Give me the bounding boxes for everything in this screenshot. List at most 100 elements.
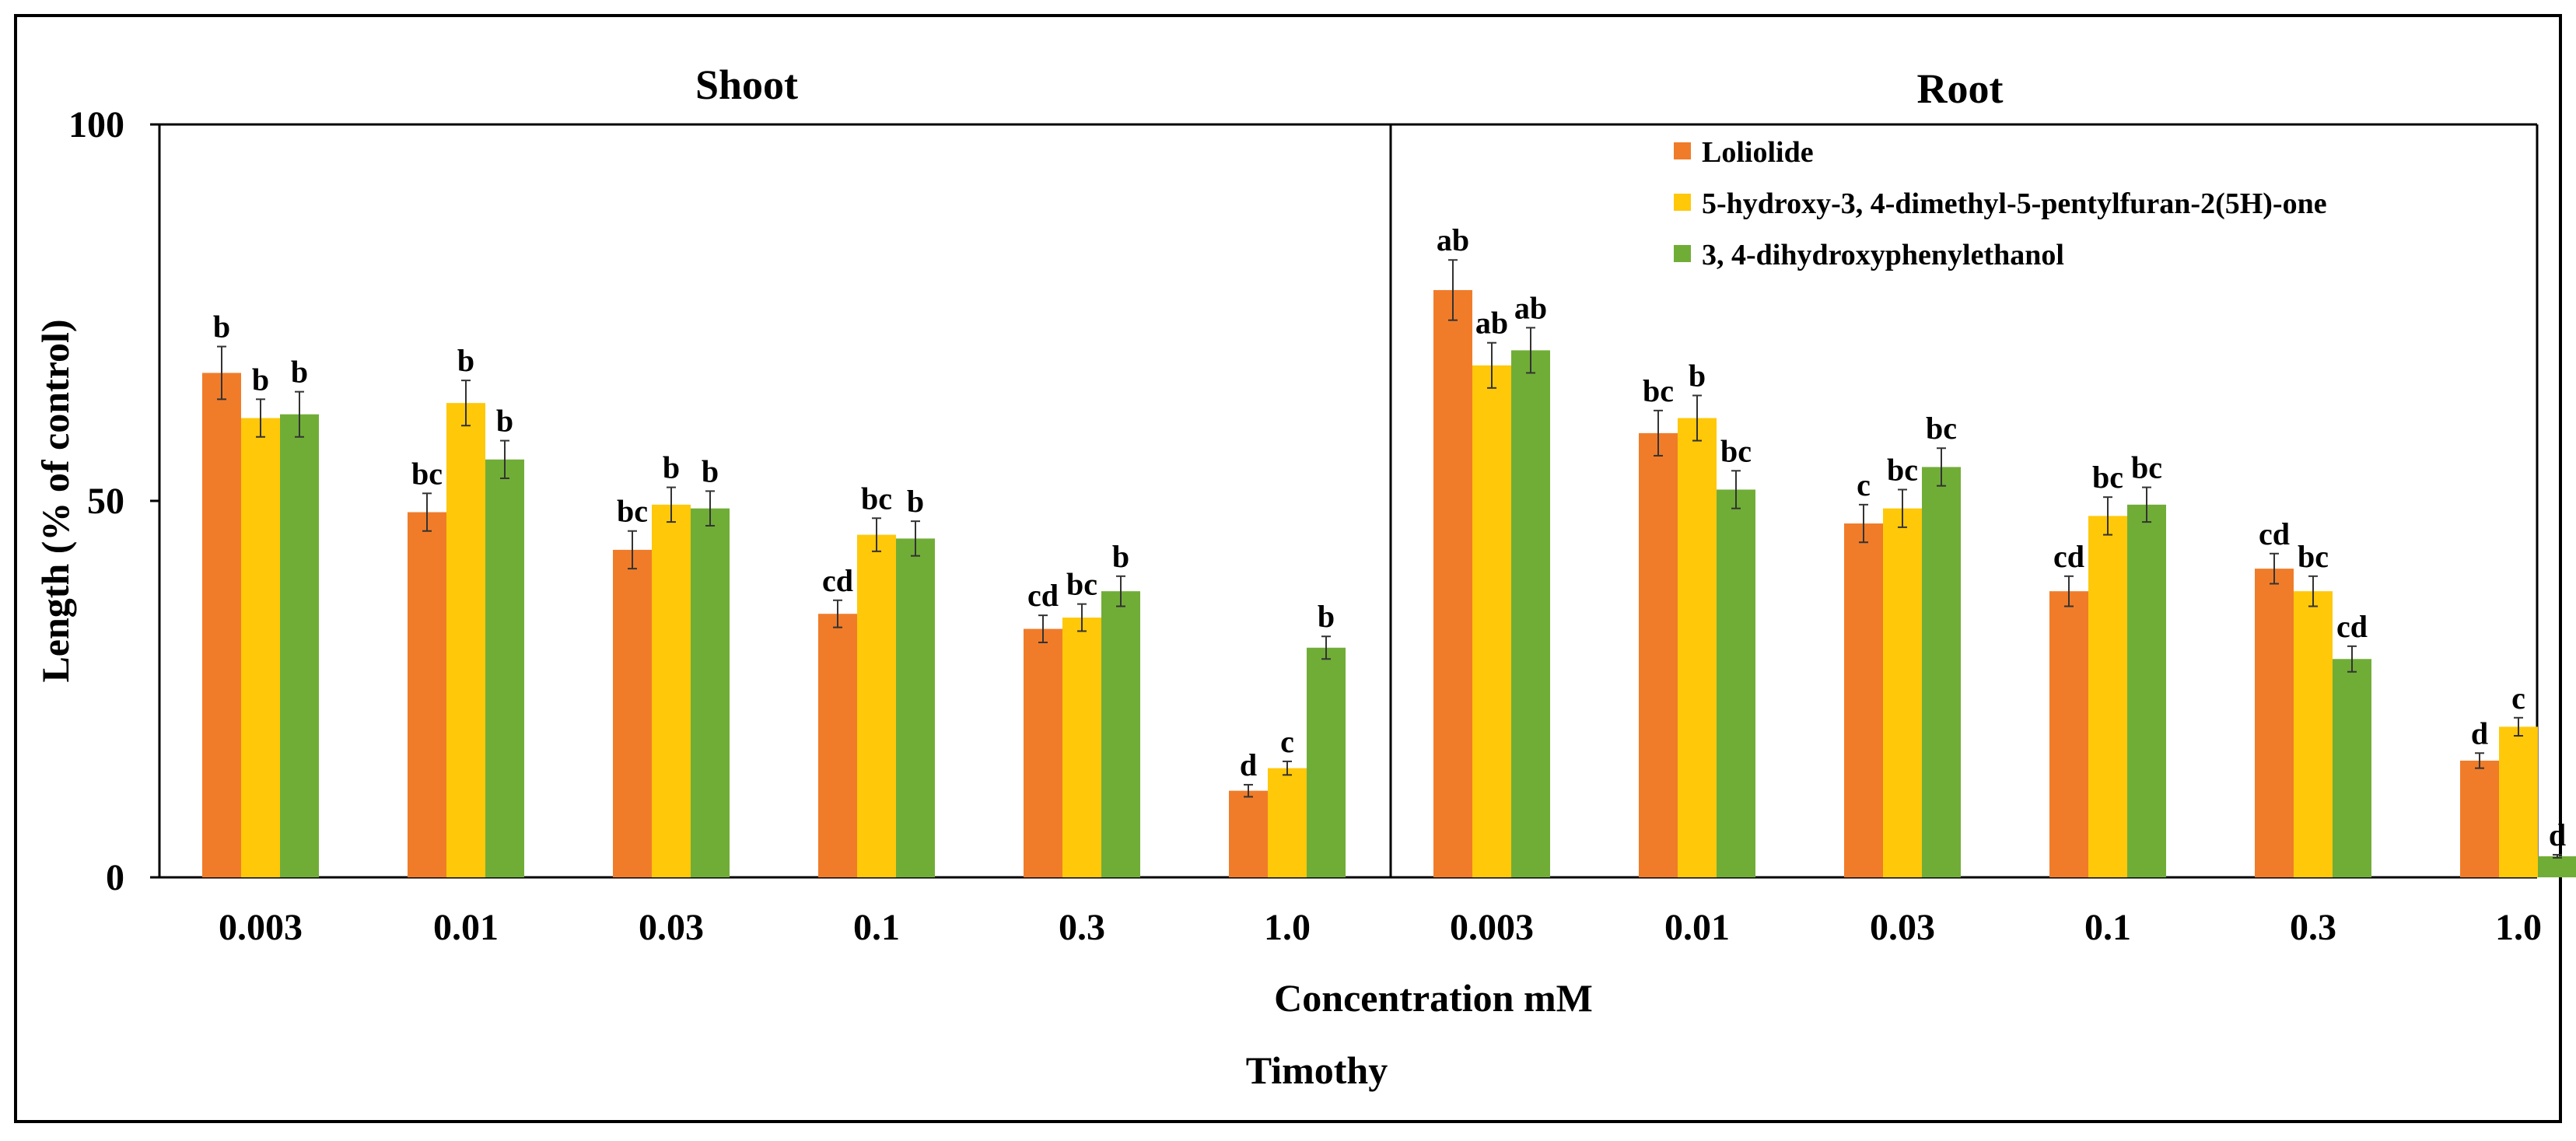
bar-root-phenylethanol-0.003 xyxy=(1511,350,1550,877)
bar-root-loliolide-0.003 xyxy=(1433,289,1472,878)
bar-root-loliolide-0.03 xyxy=(1844,523,1883,877)
panel-title-root: Root xyxy=(1917,65,2004,112)
y-tick-label: 0 xyxy=(106,857,124,898)
significance-label: b xyxy=(1689,358,1706,393)
legend-label-loliolide: Loliolide xyxy=(1702,136,1814,169)
significance-label: c xyxy=(1280,724,1294,759)
x-tick-label: 1.0 xyxy=(2495,907,2542,948)
significance-label: b xyxy=(1112,539,1129,574)
significance-label: bc xyxy=(617,494,648,529)
legend-swatch-furanone xyxy=(1674,194,1691,211)
x-tick-label: 0.003 xyxy=(219,907,303,948)
bar-root-loliolide-0.01 xyxy=(1639,432,1678,877)
y-axis-label: Length (% of control) xyxy=(33,319,77,682)
bar-shoot-loliolide-0.03 xyxy=(613,549,652,877)
bar-shoot-phenylethanol-0.3 xyxy=(1101,591,1140,877)
bar-shoot-furanone-0.03 xyxy=(652,504,691,877)
x-tick-label: 0.03 xyxy=(639,907,704,948)
significance-label: bc xyxy=(1887,452,1918,487)
significance-label: ab xyxy=(1475,306,1508,341)
bar-root-phenylethanol-0.01 xyxy=(1717,489,1755,877)
significance-label: cd xyxy=(822,563,853,598)
bar-shoot-loliolide-0.01 xyxy=(408,512,446,877)
x-tick-label: 0.01 xyxy=(433,907,499,948)
panel-title-shoot: Shoot xyxy=(695,61,798,108)
bar-root-loliolide-1.0 xyxy=(2460,760,2499,877)
legend-swatch-loliolide xyxy=(1674,142,1691,159)
legend-swatch-phenylethanol xyxy=(1674,245,1691,262)
significance-label: cd xyxy=(2259,516,2290,551)
significance-label: bc xyxy=(1066,567,1097,602)
bar-root-furanone-0.01 xyxy=(1678,418,1717,877)
x-tick-label: 0.003 xyxy=(1450,907,1534,948)
bar-root-phenylethanol-0.1 xyxy=(2127,504,2166,877)
significance-label: c xyxy=(2511,681,2525,716)
significance-label: b xyxy=(663,450,680,485)
x-axis-ticks: 0.003 0.01 0.03 0.1 0.3 1.0 0.003 0.01 0.03 0.1 0.… xyxy=(219,907,2542,948)
significance-label: b xyxy=(252,362,269,397)
bar-shoot-loliolide-1.0 xyxy=(1229,790,1268,877)
x-tick-label: 0.1 xyxy=(853,907,900,948)
significance-label: b xyxy=(457,343,474,378)
bar-shoot-phenylethanol-0.01 xyxy=(485,459,524,877)
x-tick-label: 0.1 xyxy=(2084,907,2131,948)
bar-root-loliolide-0.1 xyxy=(2049,591,2088,877)
bar-root-furanone-0.003 xyxy=(1472,365,1511,877)
x-tick-label: 0.3 xyxy=(1059,907,1105,948)
bar-root-furanone-0.3 xyxy=(2294,591,2333,877)
legend-label-phenylethanol: 3, 4-dihydroxyphenylethanol xyxy=(1702,239,2064,271)
bar-shoot-furanone-0.3 xyxy=(1062,618,1101,877)
bar-shoot-phenylethanol-0.03 xyxy=(691,508,730,877)
x-tick-label: 1.0 xyxy=(1264,907,1311,948)
significance-label: b xyxy=(702,453,719,488)
significance-label: d xyxy=(2549,817,2566,852)
legend: Loliolide 5-hydroxy-3, 4-dimethyl-5-pent… xyxy=(1674,136,2327,271)
bar-shoot-furanone-1.0 xyxy=(1268,768,1307,877)
significance-label: b xyxy=(213,310,230,345)
x-tick-label: 0.3 xyxy=(2290,907,2336,948)
x-axis-label: Concentration mM xyxy=(1274,976,1593,1020)
bar-root-phenylethanol-1.0 xyxy=(2538,856,2576,877)
bar-root-furanone-1.0 xyxy=(2499,726,2538,877)
bar-root-loliolide-0.3 xyxy=(2255,569,2294,877)
x-tick-label: 0.03 xyxy=(1870,907,1935,948)
chart-title: Timothy xyxy=(1246,1048,1388,1092)
significance-label: c xyxy=(1857,467,1871,502)
significance-label: bc xyxy=(1643,373,1674,408)
significance-label: d xyxy=(1240,747,1257,782)
significance-label: ab xyxy=(1514,290,1547,325)
significance-label: ab xyxy=(1437,222,1469,257)
y-tick-label: 100 xyxy=(68,104,124,145)
significance-label: cd xyxy=(2053,539,2084,574)
y-tick-label: 50 xyxy=(87,481,124,522)
significance-label: bc xyxy=(1926,411,1957,446)
bar-root-phenylethanol-0.03 xyxy=(1922,467,1961,877)
significance-label: b xyxy=(1318,599,1335,634)
bar-shoot-phenylethanol-1.0 xyxy=(1307,647,1346,877)
bar-shoot-loliolide-0.3 xyxy=(1024,628,1062,877)
bar-shoot-loliolide-0.003 xyxy=(202,373,241,877)
significance-label: bc xyxy=(2092,460,2123,495)
outer-frame xyxy=(14,14,2562,1123)
bar-shoot-phenylethanol-0.1 xyxy=(896,538,935,877)
significance-label: cd xyxy=(2336,609,2368,644)
bar-root-furanone-0.1 xyxy=(2088,516,2127,877)
bar-shoot-furanone-0.01 xyxy=(446,403,485,877)
significance-label: b xyxy=(496,404,513,439)
significance-label: cd xyxy=(1027,578,1059,613)
significance-label: b xyxy=(907,484,924,519)
bar-shoot-phenylethanol-0.003 xyxy=(280,414,319,877)
significance-label: bc xyxy=(2131,450,2162,485)
significance-label: bc xyxy=(1720,433,1752,468)
bar-shoot-furanone-0.1 xyxy=(857,534,896,877)
y-axis-ticks: 0 50 100 xyxy=(68,104,159,898)
significance-label: d xyxy=(2471,716,2488,751)
bar-root-phenylethanol-0.3 xyxy=(2333,659,2371,877)
bar-shoot-furanone-0.003 xyxy=(241,418,280,877)
bar-root-furanone-0.03 xyxy=(1883,508,1922,877)
significance-label: b xyxy=(291,355,308,390)
significance-label: bc xyxy=(861,481,892,516)
